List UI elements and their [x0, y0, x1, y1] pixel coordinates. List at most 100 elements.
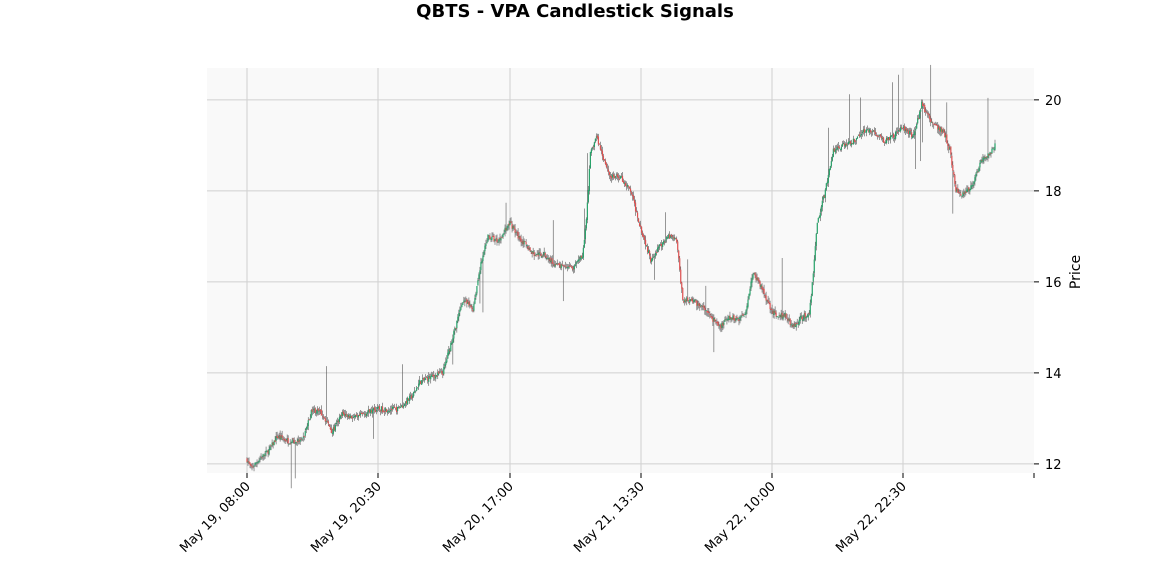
candle-down	[433, 374, 435, 377]
candle-down	[284, 439, 286, 441]
candle-up	[450, 343, 452, 352]
candle-up	[737, 317, 739, 319]
candle-up	[334, 424, 336, 431]
candle-up	[521, 241, 523, 243]
candle-up	[751, 278, 753, 283]
candle-down	[755, 275, 757, 281]
candle-down	[529, 247, 531, 252]
candle-up	[416, 387, 418, 391]
candle-up	[367, 409, 370, 413]
candle-down	[618, 178, 621, 180]
candle-up	[419, 380, 421, 384]
candle-up	[817, 217, 819, 223]
candle-up	[567, 266, 569, 268]
candle-down	[628, 186, 631, 189]
candle-up	[700, 305, 702, 307]
candle-up	[288, 443, 290, 445]
candle-up	[655, 252, 657, 256]
candle-up	[422, 378, 424, 380]
candle-up	[336, 421, 338, 422]
candle-down	[399, 407, 401, 409]
candle-up	[917, 118, 919, 124]
candle-down	[608, 172, 611, 175]
candle-up	[980, 160, 982, 163]
candle-up	[975, 173, 977, 178]
candle-down	[492, 236, 494, 237]
candle-down	[703, 305, 705, 309]
candle-down	[406, 400, 408, 404]
candle-up	[425, 378, 427, 380]
candle-down	[709, 313, 711, 316]
candle-up	[896, 131, 898, 133]
candle-down	[559, 264, 561, 268]
candle-down	[906, 128, 908, 132]
candle-down	[337, 420, 339, 423]
candle-down	[379, 410, 382, 412]
candle-down	[466, 299, 468, 304]
candle-down	[685, 299, 687, 302]
candle-up	[584, 228, 586, 240]
candle-up	[861, 131, 864, 134]
candle-down	[762, 288, 764, 290]
candle-down	[764, 295, 766, 296]
candle-up	[991, 148, 993, 154]
candle-down	[681, 282, 683, 289]
candle-up	[528, 247, 530, 250]
candle-up	[295, 442, 297, 444]
candle-up	[577, 259, 579, 262]
candle-up	[889, 135, 892, 140]
candle-up	[586, 202, 588, 221]
candle-up	[862, 129, 865, 133]
candle-down	[289, 443, 291, 445]
candle-up	[477, 280, 479, 286]
candle-up	[847, 141, 850, 145]
candle-up	[942, 129, 944, 132]
candle-down	[783, 314, 785, 317]
candle-down	[263, 454, 265, 456]
candle-up	[780, 313, 782, 318]
candle-down	[351, 417, 354, 419]
candle-up	[573, 266, 575, 270]
candle-down	[321, 414, 323, 416]
candle-down	[553, 264, 555, 266]
candle-up	[721, 322, 723, 328]
candle-down	[647, 246, 649, 252]
candle-up	[730, 317, 732, 320]
candle-up	[907, 130, 909, 132]
candle-down	[603, 159, 606, 161]
candle-up	[667, 237, 669, 239]
candle-up	[859, 135, 862, 137]
candle-up	[652, 257, 654, 261]
candle-up	[473, 303, 475, 311]
candle-down	[505, 228, 507, 231]
candle-down	[918, 117, 920, 119]
candle-down	[986, 156, 988, 158]
candle-up	[856, 136, 859, 139]
candle-down	[617, 176, 620, 179]
candle-up	[439, 372, 441, 374]
candle-down	[285, 440, 287, 442]
candle-down	[545, 256, 547, 258]
candle-down	[522, 240, 524, 245]
candle-down	[378, 406, 381, 410]
candle-down	[276, 435, 278, 438]
candle-up	[294, 442, 296, 444]
candle-down	[319, 409, 321, 411]
candle-down	[897, 131, 899, 133]
candle-down	[936, 125, 938, 126]
candle-down	[711, 316, 713, 319]
candle-down	[934, 124, 936, 126]
candle-down	[736, 316, 738, 319]
candle-down	[758, 279, 760, 282]
candle-down	[274, 440, 276, 443]
candle-up	[895, 131, 897, 139]
candle-down	[640, 226, 643, 233]
candle-down	[869, 130, 872, 132]
candle-up	[384, 408, 387, 412]
candle-down	[250, 464, 252, 467]
candle-down	[516, 231, 518, 233]
candle-up	[312, 410, 314, 412]
grid-lines	[207, 68, 1034, 473]
candle-down	[283, 438, 285, 440]
x-tick-label: May 22, 22:30	[833, 479, 910, 556]
